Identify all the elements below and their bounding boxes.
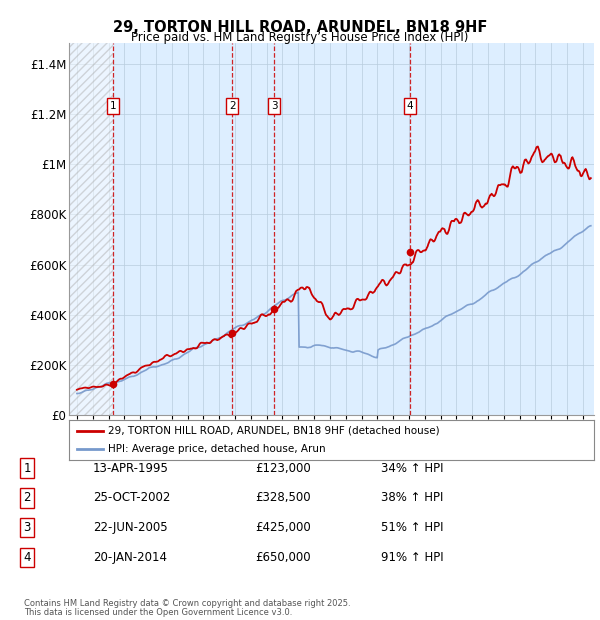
Text: Contains HM Land Registry data © Crown copyright and database right 2025.: Contains HM Land Registry data © Crown c…	[24, 600, 350, 608]
Text: Price paid vs. HM Land Registry’s House Price Index (HPI): Price paid vs. HM Land Registry’s House …	[131, 31, 469, 44]
Text: 25-OCT-2002: 25-OCT-2002	[93, 492, 170, 504]
Text: 1: 1	[110, 101, 116, 111]
Text: 4: 4	[23, 551, 31, 564]
Text: This data is licensed under the Open Government Licence v3.0.: This data is licensed under the Open Gov…	[24, 608, 292, 617]
Text: 34% ↑ HPI: 34% ↑ HPI	[381, 462, 443, 474]
Text: 29, TORTON HILL ROAD, ARUNDEL, BN18 9HF (detached house): 29, TORTON HILL ROAD, ARUNDEL, BN18 9HF …	[109, 425, 440, 436]
Text: 3: 3	[271, 101, 277, 111]
Text: 2: 2	[23, 492, 31, 504]
Text: 2: 2	[229, 101, 236, 111]
Text: 38% ↑ HPI: 38% ↑ HPI	[381, 492, 443, 504]
Text: HPI: Average price, detached house, Arun: HPI: Average price, detached house, Arun	[109, 444, 326, 454]
Text: £328,500: £328,500	[255, 492, 311, 504]
Text: 20-JAN-2014: 20-JAN-2014	[93, 551, 167, 564]
Text: £123,000: £123,000	[255, 462, 311, 474]
Text: 22-JUN-2005: 22-JUN-2005	[93, 521, 167, 534]
Text: 29, TORTON HILL ROAD, ARUNDEL, BN18 9HF: 29, TORTON HILL ROAD, ARUNDEL, BN18 9HF	[113, 20, 487, 35]
Text: 1: 1	[23, 462, 31, 474]
Text: 4: 4	[406, 101, 413, 111]
Bar	[69, 43, 113, 415]
Text: 13-APR-1995: 13-APR-1995	[93, 462, 169, 474]
Text: 91% ↑ HPI: 91% ↑ HPI	[381, 551, 443, 564]
Text: £425,000: £425,000	[255, 521, 311, 534]
Text: 51% ↑ HPI: 51% ↑ HPI	[381, 521, 443, 534]
Text: £650,000: £650,000	[255, 551, 311, 564]
Text: 3: 3	[23, 521, 31, 534]
